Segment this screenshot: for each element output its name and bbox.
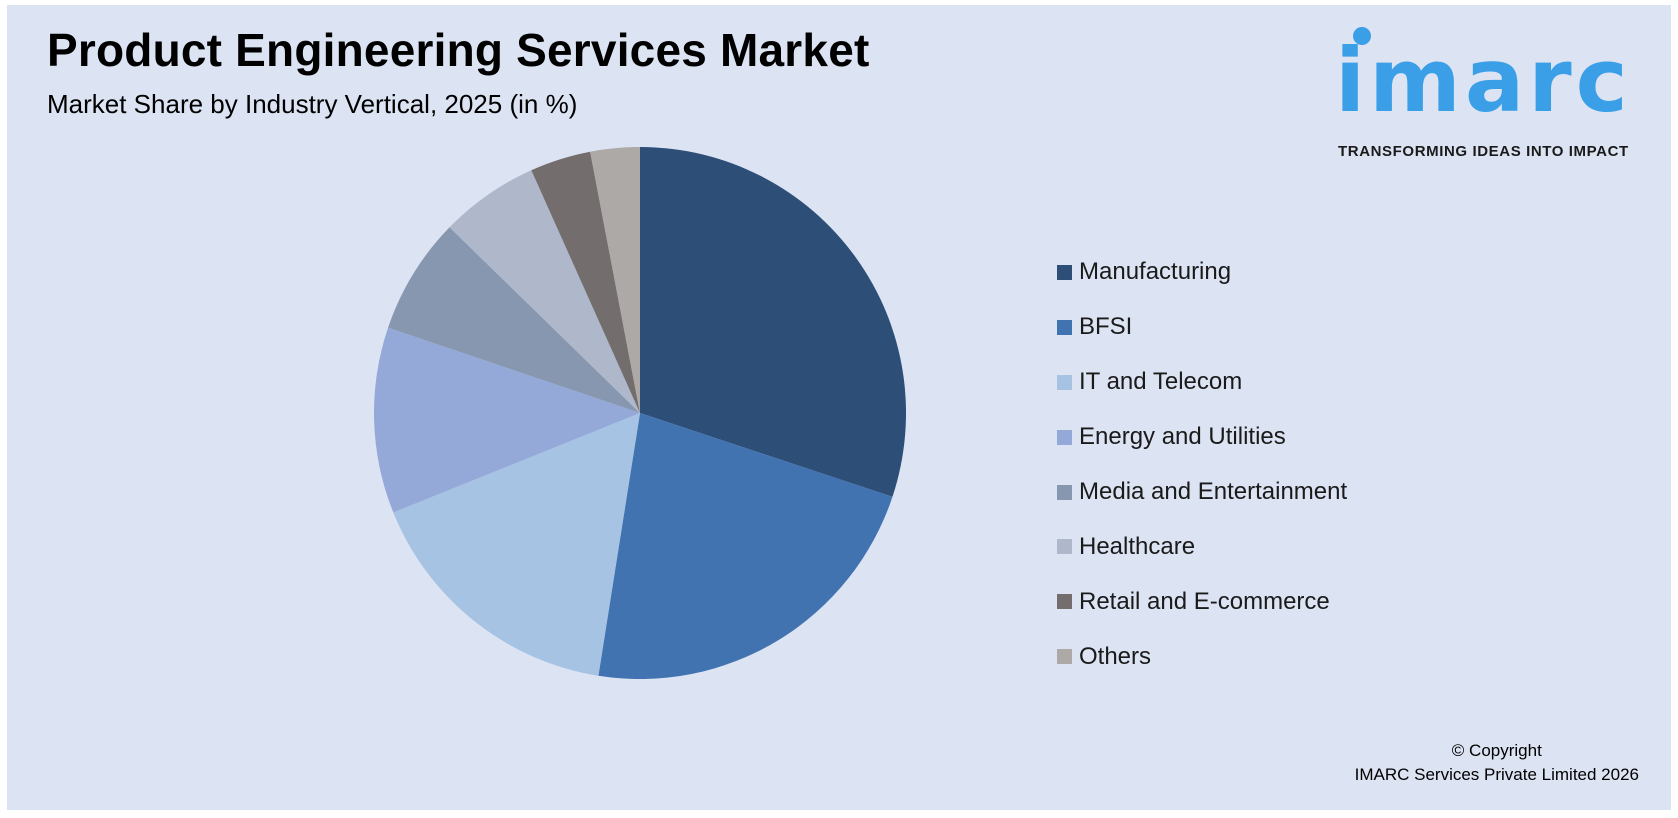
pie-slice-bfsi	[598, 413, 893, 680]
chart-card: Product Engineering Services Market Mark…	[7, 5, 1671, 810]
legend-item: Manufacturing	[1057, 245, 1347, 300]
legend-label: BFSI	[1079, 313, 1133, 341]
chart-subtitle: Market Share by Industry Vertical, 2025 …	[47, 89, 578, 119]
legend-item: BFSI	[1057, 300, 1347, 355]
legend-label: Energy and Utilities	[1079, 423, 1286, 451]
pie-slice-it-and-telecom	[393, 413, 640, 676]
legend-label: Retail and E-commerce	[1079, 587, 1330, 615]
legend-swatch	[1057, 264, 1072, 280]
legend-label: IT and Telecom	[1079, 368, 1243, 396]
chart-title: Product Engineering Services Market	[47, 24, 870, 76]
pie-slice-manufacturing	[640, 147, 907, 497]
pie-slice-healthcare	[449, 170, 640, 413]
legend-swatch	[1057, 649, 1072, 665]
legend-label: Others	[1079, 642, 1152, 670]
legend-label: Media and Entertainment	[1079, 478, 1348, 505]
pie-slice-retail-and-e-commerce	[531, 151, 640, 413]
legend-item: Energy and Utilities	[1057, 410, 1347, 465]
chart-legend: Manufacturing BFSI IT and Telecom Energy an…	[1057, 245, 1347, 684]
legend-label: Manufacturing	[1079, 258, 1232, 286]
logo-tagline: TRANSFORMING IDEAS INTO IMPACT	[1338, 143, 1629, 160]
legend-swatch	[1057, 484, 1072, 500]
legend-label: Healthcare	[1079, 532, 1196, 560]
legend-swatch	[1057, 594, 1072, 610]
legend-item: IT and Telecom	[1057, 355, 1347, 410]
legend-item: Others	[1057, 629, 1347, 684]
pie-slice-energy-and-utilities	[373, 327, 640, 513]
copyright-line: © Copyright	[1451, 741, 1542, 760]
pie-chart	[373, 147, 907, 680]
legend-swatch	[1057, 429, 1072, 445]
copyright-owner: IMARC Services Private Limited 2026	[1354, 765, 1639, 784]
pie-slice-media-and-entertainment	[388, 227, 640, 413]
logo-dot	[1353, 27, 1371, 45]
legend-item: Healthcare	[1057, 519, 1347, 574]
logo-wordmark: imarc	[1335, 29, 1632, 132]
pie-slice-others	[590, 147, 640, 413]
legend-item: Media and Entertainment	[1057, 465, 1347, 520]
legend-swatch	[1057, 374, 1072, 390]
legend-item: Retail and E-commerce	[1057, 574, 1347, 629]
legend-swatch	[1057, 319, 1072, 335]
legend-swatch	[1057, 539, 1072, 555]
imarc-logo: imarc TRANSFORMING IDEAS INTO IMPACT	[1335, 23, 1655, 163]
copyright-notice: © Copyright IMARC Services Private Limit…	[1355, 739, 1639, 787]
